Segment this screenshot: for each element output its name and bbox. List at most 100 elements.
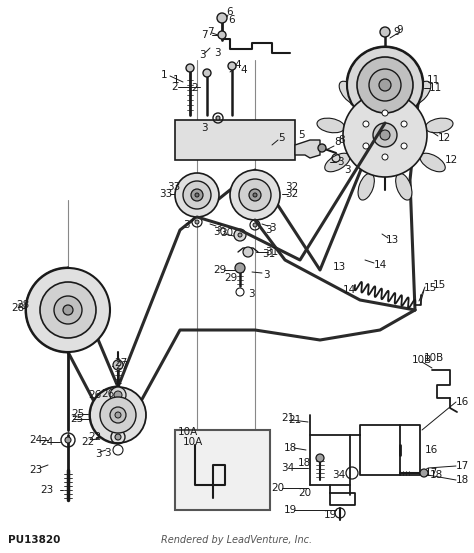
Text: 1: 1	[173, 75, 179, 85]
Circle shape	[90, 387, 146, 443]
Text: 21: 21	[288, 415, 301, 425]
Text: 6: 6	[227, 7, 233, 17]
Text: PU13820: PU13820	[8, 535, 60, 545]
Text: 8: 8	[338, 135, 345, 145]
Circle shape	[401, 121, 407, 127]
Circle shape	[369, 69, 401, 101]
Circle shape	[382, 110, 388, 116]
Text: 8: 8	[335, 137, 341, 147]
Text: 28: 28	[16, 300, 29, 310]
Text: 5: 5	[298, 130, 305, 140]
Circle shape	[203, 69, 211, 77]
Text: 19: 19	[283, 505, 297, 515]
Text: 29: 29	[224, 273, 237, 283]
Circle shape	[343, 93, 427, 177]
Text: 5: 5	[279, 133, 285, 143]
Text: 34: 34	[282, 463, 295, 473]
Text: 26: 26	[88, 390, 101, 400]
Text: 6: 6	[228, 15, 235, 25]
Text: 29: 29	[213, 265, 227, 275]
Text: 1: 1	[161, 70, 167, 80]
Text: 4: 4	[240, 65, 246, 75]
Text: 3: 3	[248, 289, 255, 299]
Ellipse shape	[425, 118, 453, 133]
Text: 2: 2	[172, 82, 178, 92]
Text: 32: 32	[285, 189, 299, 199]
Circle shape	[234, 229, 246, 241]
Text: 31: 31	[262, 249, 275, 259]
Text: 32: 32	[285, 182, 298, 192]
Polygon shape	[295, 140, 320, 158]
Circle shape	[249, 189, 261, 201]
Text: 15: 15	[433, 280, 446, 290]
Circle shape	[175, 173, 219, 217]
Text: 28: 28	[11, 303, 25, 313]
Circle shape	[183, 181, 211, 209]
Text: 22: 22	[88, 432, 101, 442]
Text: 10B: 10B	[412, 355, 432, 365]
Text: 33: 33	[159, 189, 173, 199]
Text: 33: 33	[167, 182, 180, 192]
Text: 3: 3	[215, 223, 221, 233]
Text: 18: 18	[456, 475, 469, 485]
Circle shape	[195, 193, 199, 197]
Text: 3: 3	[214, 48, 220, 58]
Circle shape	[217, 13, 227, 23]
Circle shape	[253, 193, 257, 197]
Text: 18: 18	[298, 458, 311, 468]
Text: 20: 20	[272, 483, 284, 493]
Circle shape	[228, 62, 236, 70]
Text: 3: 3	[201, 123, 207, 133]
Text: 19: 19	[324, 510, 337, 520]
Circle shape	[100, 397, 136, 433]
Text: 14: 14	[374, 260, 387, 270]
Text: 10A: 10A	[183, 437, 203, 447]
Circle shape	[195, 220, 199, 224]
Ellipse shape	[339, 81, 360, 105]
Circle shape	[420, 469, 428, 477]
Circle shape	[114, 391, 122, 399]
Text: 9: 9	[397, 25, 403, 35]
Circle shape	[363, 143, 369, 149]
Text: 34: 34	[332, 470, 345, 480]
Ellipse shape	[410, 81, 431, 105]
FancyBboxPatch shape	[175, 430, 270, 510]
Text: 23: 23	[40, 485, 53, 495]
Text: 18: 18	[430, 470, 443, 480]
Text: 12: 12	[438, 133, 451, 143]
Ellipse shape	[317, 118, 345, 133]
Text: 27: 27	[115, 361, 128, 371]
Text: 2: 2	[191, 83, 198, 93]
Text: 3: 3	[265, 225, 272, 235]
Circle shape	[26, 268, 110, 352]
Ellipse shape	[325, 153, 350, 172]
Text: 14: 14	[343, 285, 356, 295]
Text: 30: 30	[213, 227, 227, 237]
Circle shape	[115, 434, 121, 440]
Circle shape	[191, 189, 203, 201]
Circle shape	[110, 407, 126, 423]
Circle shape	[110, 387, 126, 403]
Circle shape	[115, 412, 121, 418]
Text: 3: 3	[337, 157, 343, 167]
Circle shape	[316, 454, 324, 462]
Circle shape	[243, 247, 253, 257]
Text: 3: 3	[95, 449, 101, 459]
Text: 7: 7	[207, 27, 213, 37]
Text: 11: 11	[427, 75, 440, 85]
Text: 18: 18	[283, 443, 297, 453]
Text: 11: 11	[428, 83, 442, 93]
Text: 13: 13	[333, 262, 346, 272]
Text: 27: 27	[114, 358, 127, 368]
Ellipse shape	[396, 173, 412, 200]
Text: 30: 30	[220, 228, 233, 238]
Text: 12: 12	[445, 155, 458, 165]
Circle shape	[357, 57, 413, 113]
Circle shape	[216, 116, 220, 120]
Text: 3: 3	[263, 270, 269, 280]
Circle shape	[40, 282, 96, 338]
Text: Rendered by LeadVenture, Inc.: Rendered by LeadVenture, Inc.	[162, 535, 312, 545]
Circle shape	[113, 360, 123, 370]
Text: 15: 15	[423, 283, 437, 293]
Circle shape	[253, 223, 257, 227]
